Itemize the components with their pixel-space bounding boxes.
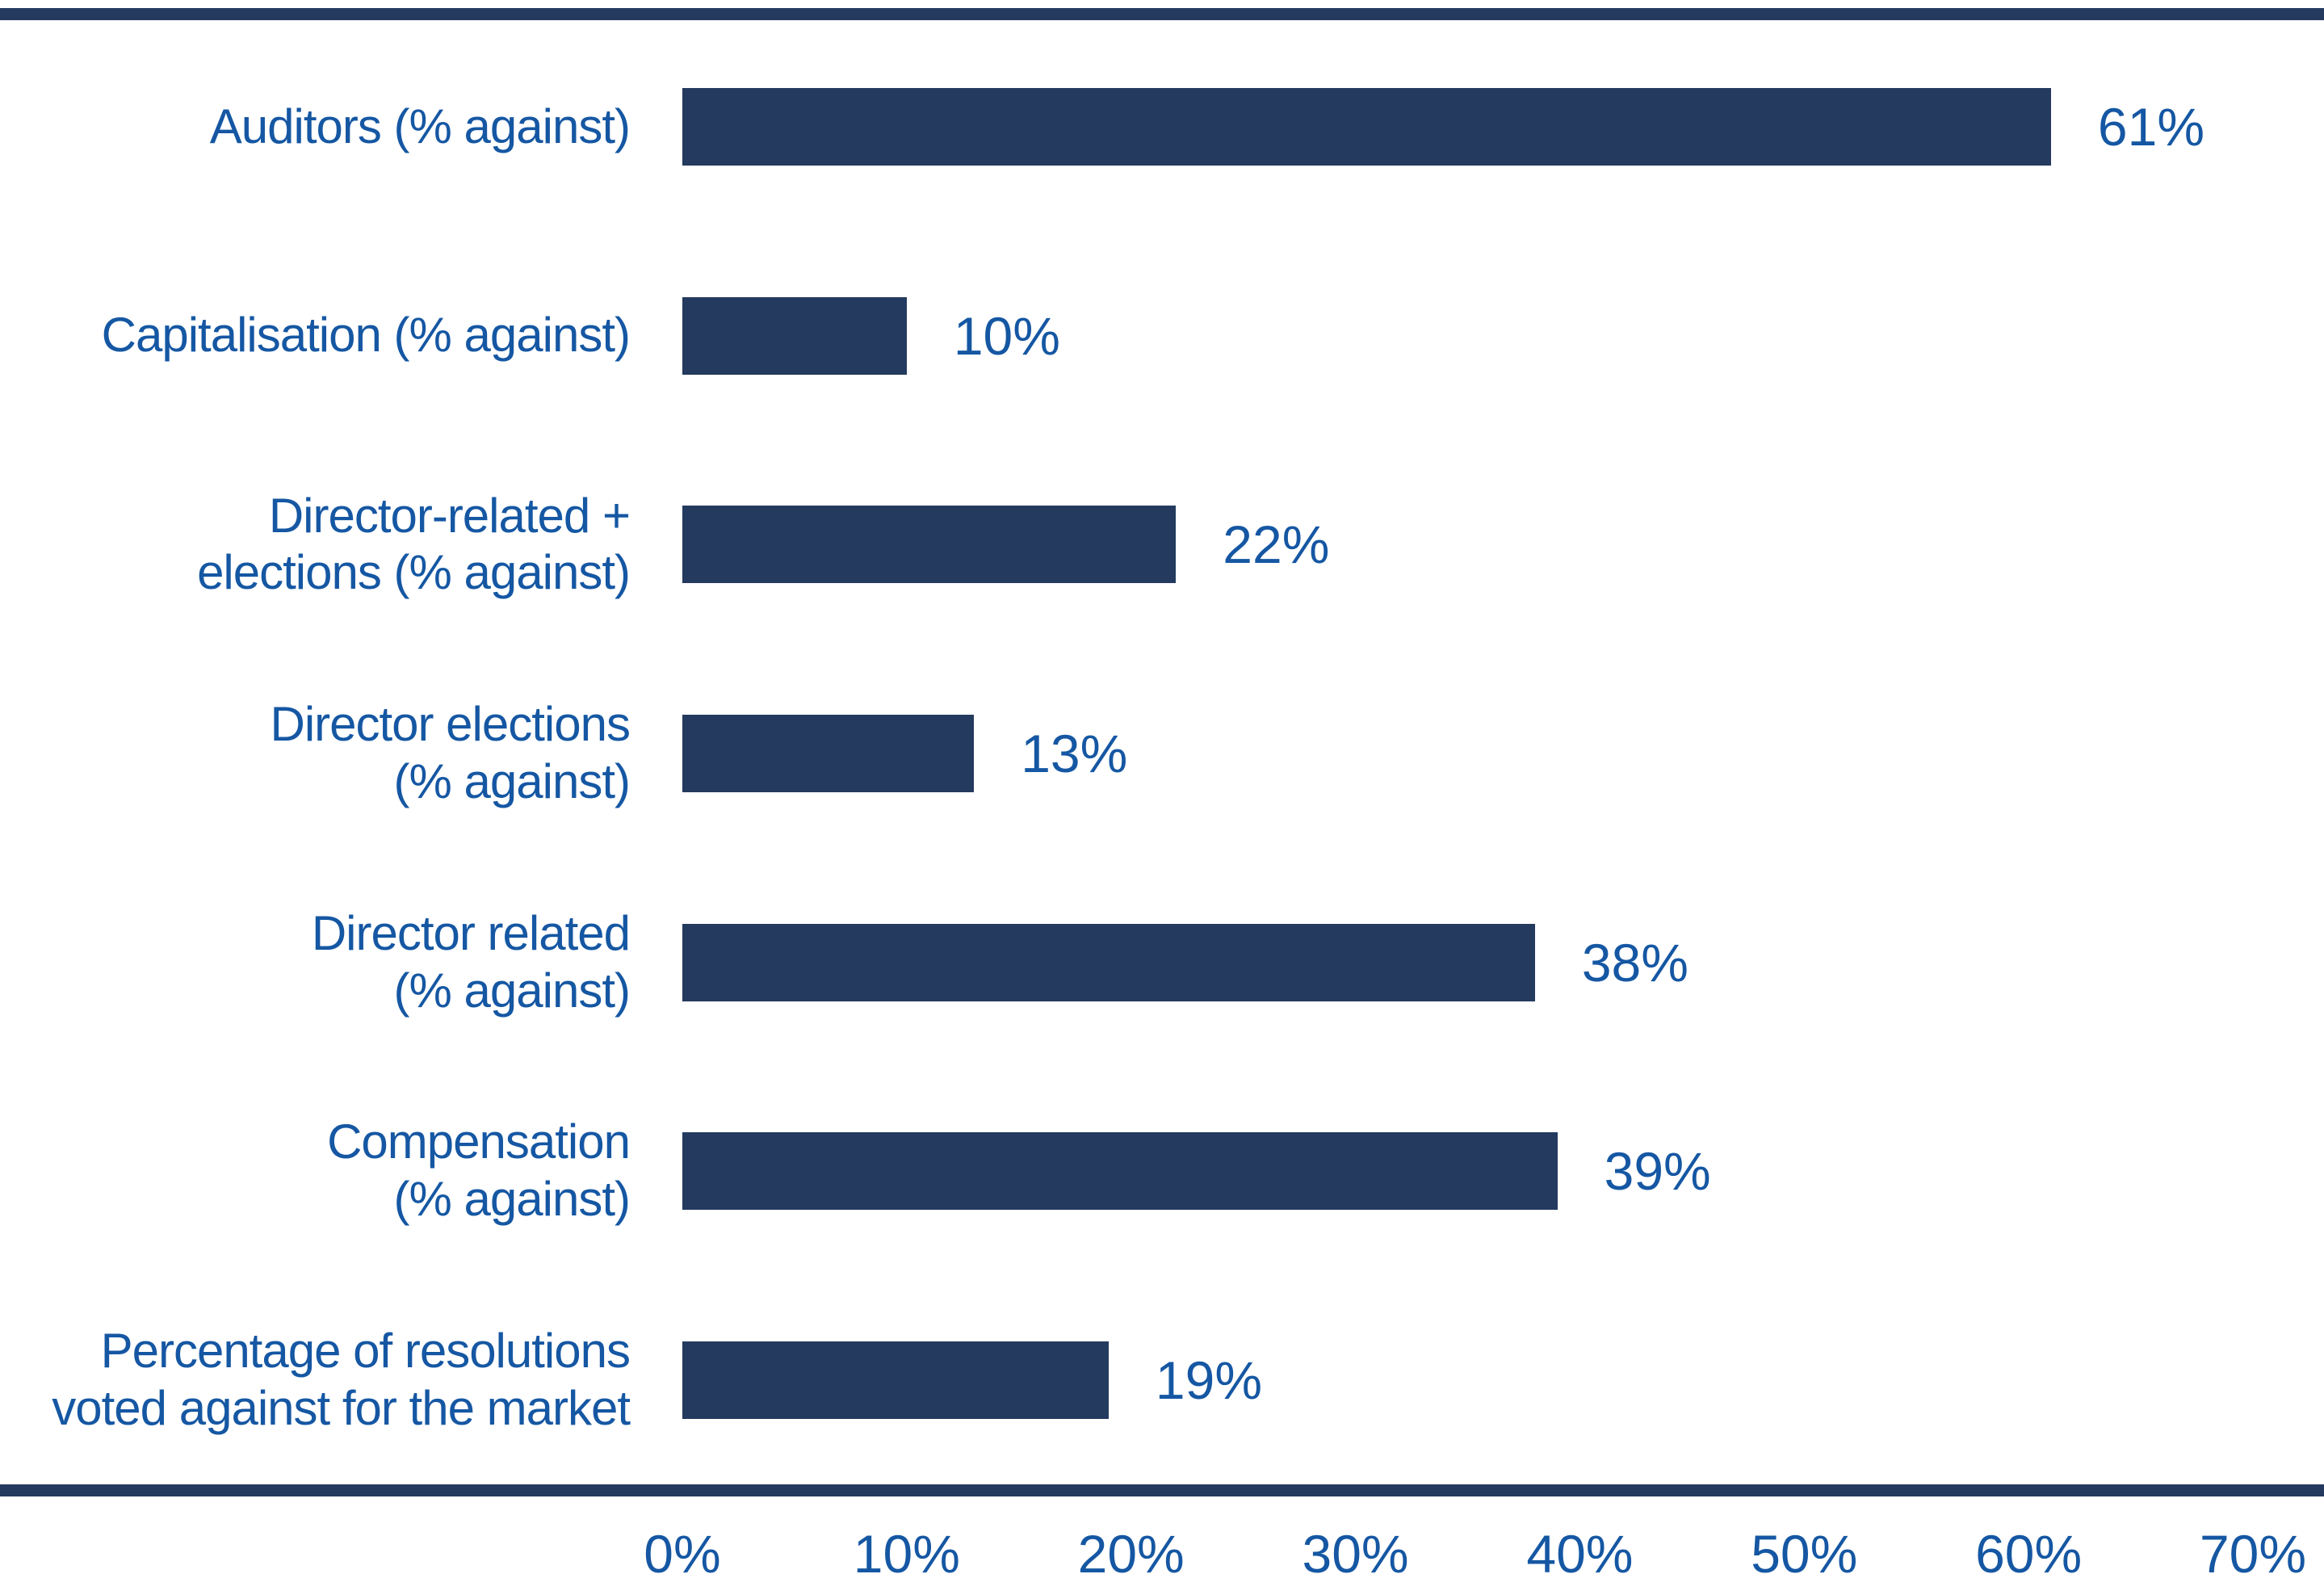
bar xyxy=(682,923,1535,1001)
top-rule xyxy=(0,8,2324,20)
bar xyxy=(682,1341,1109,1419)
bar-row: Director related (% against) 38% xyxy=(0,858,2324,1067)
bar xyxy=(682,506,1177,584)
category-label: Percentage of resolutions voted against … xyxy=(52,1323,631,1435)
bar xyxy=(682,1132,1558,1211)
category-label: Director related (% against) xyxy=(311,905,631,1018)
x-axis-line xyxy=(0,1484,2324,1496)
bar-area: 38% xyxy=(682,858,2253,1067)
bar-area: 22% xyxy=(682,440,2253,649)
value-label: 22% xyxy=(1223,514,1330,575)
bar-area: 13% xyxy=(682,649,2253,858)
axis-tick-label: 40% xyxy=(1526,1524,1634,1584)
value-label: 19% xyxy=(1155,1349,1263,1410)
axis-tick-label: 50% xyxy=(1751,1524,1858,1584)
category-label: Director-related + elections (% against) xyxy=(197,488,631,600)
axis-tick-label: 10% xyxy=(853,1524,960,1584)
value-label: 38% xyxy=(1581,932,1688,993)
bar-row: Capitalisation (% against) 10% xyxy=(0,232,2324,441)
bar xyxy=(682,296,907,375)
bar xyxy=(682,715,975,793)
category-label: Capitalisation (% against) xyxy=(101,308,631,363)
bar-area: 10% xyxy=(682,232,2253,441)
axis-tick-label: 0% xyxy=(644,1524,721,1584)
bar-area: 19% xyxy=(682,1275,2253,1484)
bar-area: 39% xyxy=(682,1067,2253,1276)
bar-row: Director elections (% against) 13% xyxy=(0,649,2324,858)
value-label: 13% xyxy=(1021,724,1128,784)
value-label: 39% xyxy=(1604,1141,1711,1202)
axis-tick-label: 60% xyxy=(1975,1524,2083,1584)
value-label: 10% xyxy=(953,305,1060,366)
bar-row: Auditors (% against) 61% xyxy=(0,23,2324,232)
category-label: Director elections (% against) xyxy=(270,697,631,809)
axis-tick-label: 30% xyxy=(1302,1524,1409,1584)
bar-row: Percentage of resolutions voted against … xyxy=(0,1275,2324,1484)
chart-plot-area: Auditors (% against) 61% Capitalisation (%… xyxy=(0,23,2324,1484)
axis-tick-label: 70% xyxy=(2199,1524,2307,1584)
value-label: 61% xyxy=(2097,97,2205,157)
x-axis-tick-labels: 0% 10% 20% 30% 40% 50% 60% 70% xyxy=(644,1523,2306,1588)
bar-row: Compensation (% against) 39% xyxy=(0,1067,2324,1276)
bar-area: 61% xyxy=(682,23,2253,232)
category-label: Auditors (% against) xyxy=(209,99,631,153)
bar-row: Director-related + elections (% against)… xyxy=(0,440,2324,649)
axis-tick-label: 20% xyxy=(1077,1524,1185,1584)
category-label: Compensation (% against) xyxy=(327,1114,631,1227)
bar xyxy=(682,88,2051,166)
